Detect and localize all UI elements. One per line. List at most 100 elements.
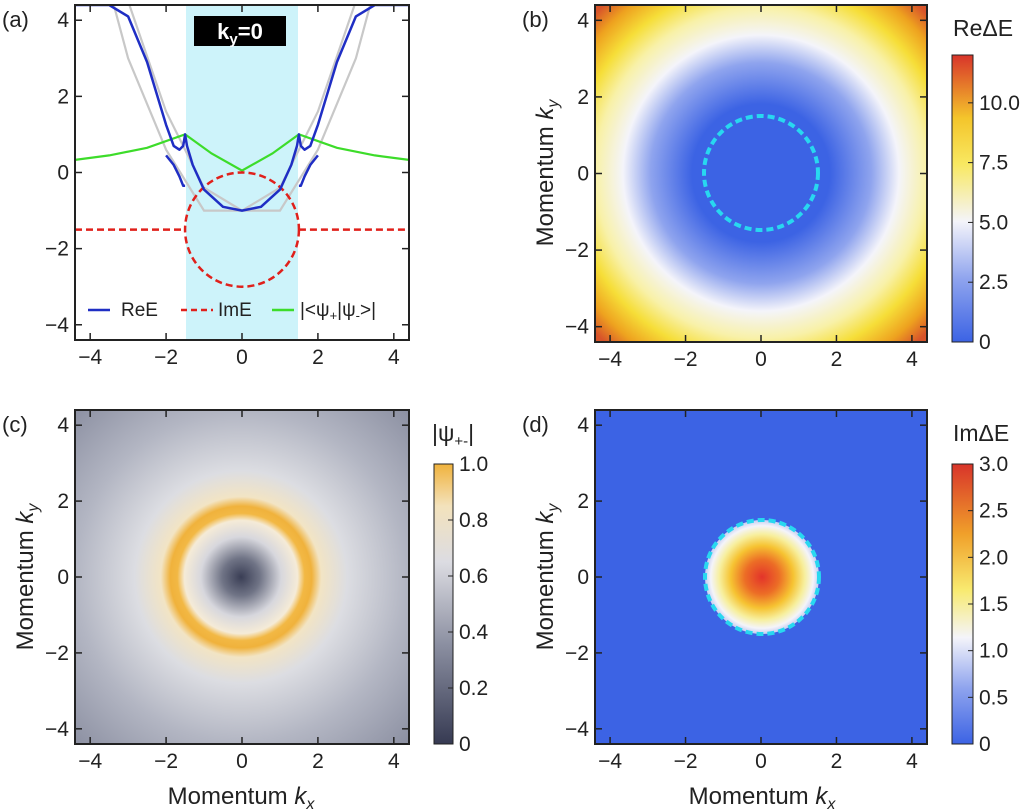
x-tick-label: 4	[906, 750, 918, 773]
ky-annotation: ky=0	[217, 19, 263, 48]
x-tick-label: −4	[598, 348, 622, 371]
y-tick-label: −4	[45, 718, 69, 741]
panel-d-xlabel: Momentum kx	[689, 783, 837, 809]
panel-c: (c) −4 −4 −2 −2 0 0 2 2 4 4 Momentum kx Momentum …	[2, 409, 489, 809]
y-tick-label: 2	[57, 490, 69, 513]
panel-c-label: (c)	[2, 412, 28, 437]
y-tick-label: −2	[45, 642, 69, 665]
x-tick-label: −4	[78, 750, 102, 773]
panel-d-ylabel: Momentum ky	[532, 503, 562, 651]
ky-annotation-box	[194, 16, 286, 46]
y-tick-label: −4	[565, 718, 589, 741]
y-tick-label: 2	[57, 85, 69, 108]
cbar-tick-label: 2.0	[979, 546, 1008, 569]
y-tick-label: −4	[45, 314, 69, 337]
panel-b: (b) −4 −4 −2 −2 0 0 2 2 4 4 Momentum ky ReΔE 0 2.5…	[522, 4, 1020, 371]
cbar-tick-label: 1.0	[979, 640, 1008, 663]
panel-b-ticks: −4 −4 −2 −2 0 0 2 2 4 4	[565, 5, 927, 371]
panel-a: (a) −4 −4 −2 −2 0 0 2 2 4 4 ky=0 ReE ImE |<ψ+|ψ->…	[2, 4, 410, 369]
cbar-tick-label: 2.5	[979, 500, 1008, 523]
y-tick-label: −2	[565, 239, 589, 262]
y-tick-label: 0	[577, 163, 589, 186]
y-tick-label: 4	[577, 414, 589, 437]
y-tick-label: 2	[577, 490, 589, 513]
x-tick-label: 0	[236, 750, 248, 773]
cbar-tick-label: 7.5	[979, 152, 1008, 175]
y-tick-label: −4	[565, 316, 589, 339]
cbar-tick-label: 0.6	[459, 565, 488, 588]
cbar-d-title: ImΔE	[953, 420, 1009, 446]
y-tick-label: −2	[45, 238, 69, 261]
heatmap-re-de	[595, 5, 927, 342]
x-tick-label: −2	[674, 750, 698, 773]
colorbar-c	[433, 463, 454, 745]
x-tick-label: 4	[906, 348, 918, 371]
panel-c-xlabel: Momentum kx	[168, 783, 316, 809]
cbar-tick-label: 1.0	[459, 453, 488, 476]
x-tick-label: 4	[388, 346, 400, 369]
colorbar-b-ticks: 0 2.5 5.0 7.5 10.0	[968, 92, 1020, 354]
colorbar-c-ticks: 0 0.2 0.4 0.6 0.8 1.0	[448, 453, 489, 756]
x-tick-label: −2	[154, 346, 178, 369]
y-tick-label: 2	[577, 86, 589, 109]
y-tick-label: 0	[57, 162, 69, 185]
y-tick-label: 0	[57, 566, 69, 589]
ree-lower-line	[298, 154, 319, 188]
overlap-curve	[75, 133, 409, 172]
cbar-tick-label: 0.8	[459, 509, 488, 532]
panel-c-ticks: −4 −4 −2 −2 0 0 2 2 4 4	[45, 410, 409, 773]
legend: ReE ImE |<ψ+|ψ->|	[88, 300, 376, 323]
cbar-tick-label: 0.4	[459, 621, 489, 644]
cbar-tick-label: 0	[979, 331, 991, 354]
x-tick-label: 4	[388, 750, 400, 773]
panel-a-ticks: −4 −4 −2 −2 0 0 2 2 4 4	[45, 5, 409, 369]
cbar-tick-label: 3.0	[979, 453, 1008, 476]
x-tick-label: −4	[78, 346, 102, 369]
panel-d: (d) −4 −4 −2 −2 0 0 2 2 4 4 Momentum kx Momentum …	[522, 409, 1009, 809]
legend-ree: ReE	[121, 300, 158, 321]
x-tick-label: −2	[674, 348, 698, 371]
x-tick-label: 0	[755, 750, 767, 773]
cbar-tick-label: 1.5	[979, 593, 1008, 616]
panel-b-ylabel: Momentum ky	[532, 99, 562, 247]
cbar-tick-label: 10.0	[979, 92, 1020, 115]
cbar-c-title: |ψ+-|	[432, 420, 474, 450]
panel-c-ylabel: Momentum ky	[12, 503, 42, 651]
x-tick-label: 0	[236, 346, 248, 369]
y-tick-label: 0	[577, 566, 589, 589]
panel-b-label: (b)	[522, 7, 549, 32]
im-de-disk	[705, 520, 819, 634]
cbar-tick-label: 0	[459, 733, 471, 756]
cbar-tick-label: 0	[979, 733, 991, 756]
y-tick-label: −2	[565, 642, 589, 665]
overlap-line	[75, 133, 409, 172]
y-tick-label: 4	[57, 414, 69, 437]
panel-a-label: (a)	[2, 7, 29, 32]
panel-d-label: (d)	[522, 412, 549, 437]
ime-curve	[75, 171, 409, 288]
exceptional-ring-d	[703, 518, 821, 636]
x-tick-label: 2	[831, 750, 843, 773]
colorbar-b	[951, 54, 974, 343]
heatmap-psi	[75, 410, 409, 744]
x-tick-label: −2	[154, 750, 178, 773]
x-tick-label: 0	[755, 348, 767, 371]
x-tick-label: 2	[312, 750, 324, 773]
cbar-tick-label: 0.5	[979, 686, 1008, 709]
x-tick-label: 2	[312, 346, 324, 369]
ree-upper-line	[75, 5, 409, 212]
ime-circle	[183, 171, 301, 288]
exceptional-ring-b	[702, 114, 820, 232]
ree-lower-line	[165, 154, 186, 188]
cbar-b-title: ReΔE	[953, 15, 1013, 41]
legend-ime: ImE	[218, 300, 252, 321]
y-tick-label: 4	[57, 9, 69, 32]
colorbar-d-ticks: 0 0.5 1.0 1.5 2.0 2.5 3.0	[968, 453, 1008, 756]
cbar-tick-label: 0.2	[459, 677, 488, 700]
ree-curve	[75, 5, 409, 212]
panel-d-ticks: −4 −4 −2 −2 0 0 2 2 4 4	[565, 410, 927, 773]
legend-overlap: |<ψ+|ψ->|	[300, 300, 376, 323]
cbar-tick-label: 5.0	[979, 211, 1008, 234]
x-tick-label: 2	[831, 348, 843, 371]
